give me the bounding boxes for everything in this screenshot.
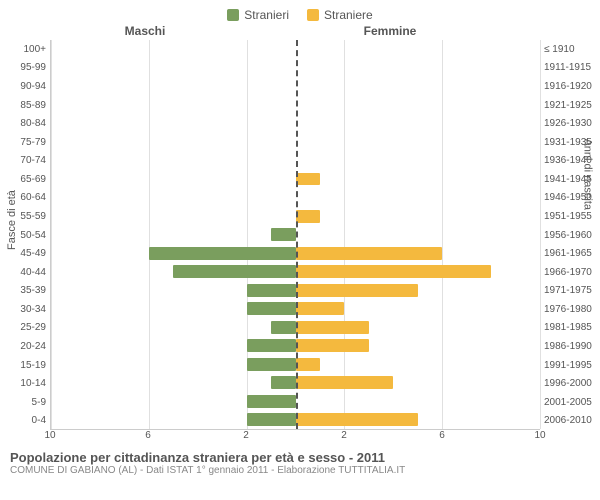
bar-male	[247, 339, 296, 352]
age-label: 90-94	[0, 77, 46, 96]
bar-male	[247, 358, 296, 371]
x-tick-label: 10	[44, 430, 55, 441]
birth-label: 1976-1980	[544, 300, 600, 319]
age-label: 65-69	[0, 170, 46, 189]
age-label: 5-9	[0, 393, 46, 412]
age-label: 35-39	[0, 282, 46, 301]
birth-label: 1996-2000	[544, 374, 600, 393]
birth-label: 1961-1965	[544, 244, 600, 263]
x-tick-label: 2	[243, 430, 249, 441]
gridline	[540, 40, 541, 429]
x-tick-label: 2	[341, 430, 347, 441]
birth-label: 1946-1950	[544, 189, 600, 208]
birth-label: 1966-1970	[544, 263, 600, 282]
age-label: 10-14	[0, 374, 46, 393]
y-labels-left: 100+95-9990-9485-8980-8475-7970-7465-696…	[0, 40, 50, 430]
legend-swatch-female	[307, 9, 319, 21]
header-female: Femmine	[240, 24, 600, 38]
bar-female	[296, 358, 320, 371]
birth-label: 1936-1940	[544, 151, 600, 170]
bar-female	[296, 302, 345, 315]
bar-female	[296, 321, 369, 334]
age-label: 25-29	[0, 319, 46, 338]
x-tick-label: 10	[534, 430, 545, 441]
bar-female	[296, 413, 418, 426]
bar-female	[296, 247, 443, 260]
bar-female	[296, 210, 320, 223]
birth-label: 1916-1920	[544, 77, 600, 96]
birth-label: 2001-2005	[544, 393, 600, 412]
x-axis: 10 6 2 2 6 10	[0, 430, 600, 444]
birth-label: 1981-1985	[544, 319, 600, 338]
birth-label: 2006-2010	[544, 412, 600, 431]
plot	[50, 40, 540, 430]
chart-title: Popolazione per cittadinanza straniera p…	[10, 450, 590, 465]
y-labels-right: ≤ 19101911-19151916-19201921-19251926-19…	[540, 40, 600, 430]
bar-male	[173, 265, 295, 278]
age-label: 80-84	[0, 114, 46, 133]
age-label: 70-74	[0, 151, 46, 170]
legend-item-male: Stranieri	[227, 8, 289, 22]
age-label: 0-4	[0, 412, 46, 431]
bar-female	[296, 265, 492, 278]
legend-label-male: Stranieri	[244, 8, 289, 22]
age-label: 85-89	[0, 96, 46, 115]
legend-item-female: Straniere	[307, 8, 373, 22]
bar-male	[271, 376, 295, 389]
chart-area: 100+95-9990-9485-8980-8475-7970-7465-696…	[0, 40, 600, 430]
birth-label: ≤ 1910	[544, 40, 600, 59]
x-ticks: 10622610	[50, 430, 540, 444]
legend-swatch-male	[227, 9, 239, 21]
age-label: 50-54	[0, 226, 46, 245]
bar-female	[296, 173, 320, 186]
bar-male	[271, 321, 295, 334]
birth-label: 1926-1930	[544, 114, 600, 133]
birth-label: 1951-1955	[544, 207, 600, 226]
bar-male	[149, 247, 296, 260]
birth-label: 1931-1935	[544, 133, 600, 152]
bar-male	[247, 302, 296, 315]
chart-subtitle: COMUNE DI GABIANO (AL) - Dati ISTAT 1° g…	[10, 465, 590, 476]
birth-label: 1911-1915	[544, 59, 600, 78]
bar-female	[296, 376, 394, 389]
x-tick-label: 6	[439, 430, 445, 441]
bar-male	[271, 228, 295, 241]
bar-female	[296, 284, 418, 297]
birth-label: 1971-1975	[544, 282, 600, 301]
age-label: 40-44	[0, 263, 46, 282]
centerline	[296, 40, 298, 429]
age-label: 30-34	[0, 300, 46, 319]
age-label: 95-99	[0, 59, 46, 78]
birth-label: 1986-1990	[544, 337, 600, 356]
bar-male	[247, 413, 296, 426]
age-label: 75-79	[0, 133, 46, 152]
bar-male	[247, 284, 296, 297]
column-headers: Maschi Femmine	[0, 24, 600, 38]
bar-male	[247, 395, 296, 408]
x-tick-label: 6	[145, 430, 151, 441]
legend-label-female: Straniere	[324, 8, 373, 22]
birth-label: 1956-1960	[544, 226, 600, 245]
age-label: 20-24	[0, 337, 46, 356]
bar-female	[296, 339, 369, 352]
age-label: 15-19	[0, 356, 46, 375]
age-label: 55-59	[0, 207, 46, 226]
birth-label: 1991-1995	[544, 356, 600, 375]
header-male: Maschi	[0, 24, 240, 38]
birth-label: 1941-1945	[544, 170, 600, 189]
legend: Stranieri Straniere	[0, 0, 600, 22]
age-label: 45-49	[0, 244, 46, 263]
birth-label: 1921-1925	[544, 96, 600, 115]
age-label: 100+	[0, 40, 46, 59]
footer: Popolazione per cittadinanza straniera p…	[0, 444, 600, 476]
age-label: 60-64	[0, 189, 46, 208]
